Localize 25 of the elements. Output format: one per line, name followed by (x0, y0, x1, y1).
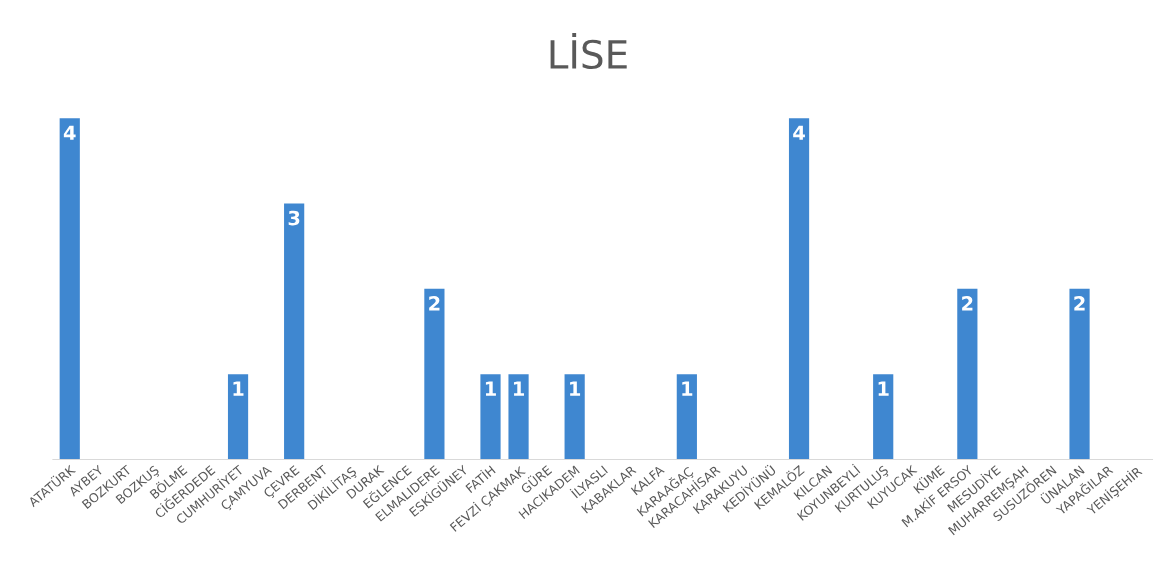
data-label: 1 (570, 381, 581, 396)
data-label: 2 (962, 296, 973, 311)
data-label: 1 (233, 381, 244, 396)
bar (564, 374, 585, 460)
bar (227, 374, 249, 460)
data-label: 3 (288, 210, 300, 226)
data-label: 1 (878, 381, 889, 396)
bar (508, 374, 529, 460)
data-label: 4 (793, 125, 805, 140)
bar (788, 118, 810, 460)
bar (284, 203, 305, 460)
bar (676, 374, 697, 460)
bar (873, 374, 894, 460)
chart-title: LİSE (550, 33, 627, 70)
data-label: 2 (1074, 296, 1085, 311)
data-label: 1 (682, 381, 693, 396)
data-label: 2 (429, 296, 440, 311)
bar (59, 118, 80, 460)
data-label: 1 (513, 381, 524, 396)
data-label: 1 (485, 381, 496, 396)
data-label: 4 (63, 125, 76, 140)
bar (1069, 288, 1090, 460)
bar (424, 288, 445, 460)
bar (480, 374, 501, 460)
bar (957, 288, 978, 460)
